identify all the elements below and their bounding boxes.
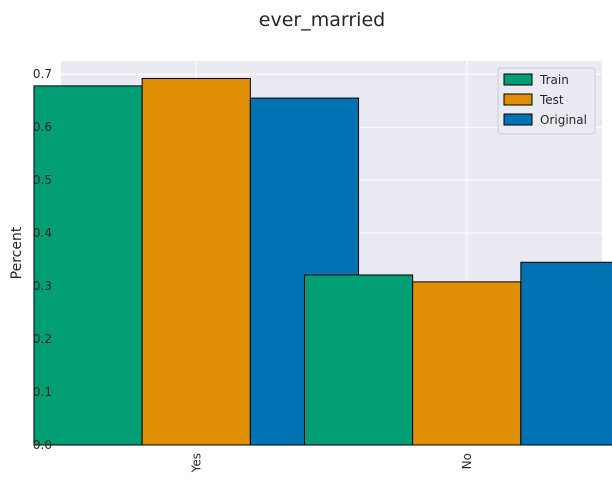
y-axis-label: Percent <box>9 226 25 279</box>
legend-label-train: Train <box>539 73 569 87</box>
y-axis-ticks: 0.0 0.1 0.2 0.3 0.4 0.5 0.6 0.7 <box>33 67 52 452</box>
legend-swatch-test <box>503 93 533 106</box>
legend-label-test: Test <box>539 93 564 107</box>
y-tick-label: 0.2 <box>33 332 52 346</box>
legend: Train Test Original <box>497 67 596 135</box>
y-tick-label: 0.3 <box>33 279 52 293</box>
legend-swatch-original <box>503 113 533 126</box>
chart-title: ever_married <box>259 9 385 31</box>
y-tick-label: 0.1 <box>33 385 52 399</box>
y-tick-label: 0.0 <box>33 438 52 452</box>
y-tick-label: 0.7 <box>33 67 52 81</box>
bars <box>33 77 612 446</box>
legend-label-original: Original <box>540 113 587 127</box>
legend-swatch-train <box>503 73 533 86</box>
bar-test-yes <box>141 77 251 446</box>
bar-train-no <box>303 274 414 446</box>
y-tick-label: 0.5 <box>33 173 52 187</box>
x-tick-label: Yes <box>189 453 203 473</box>
x-axis-ticks: Yes No <box>189 453 474 473</box>
bar-test-no <box>412 281 522 446</box>
bar-train-yes <box>33 85 143 446</box>
y-tick-label: 0.4 <box>33 226 52 240</box>
y-tick-label: 0.6 <box>33 120 52 134</box>
x-tick-label: No <box>460 453 474 469</box>
bar-original-no <box>520 261 612 446</box>
